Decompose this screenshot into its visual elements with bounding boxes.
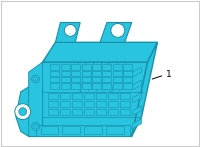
Polygon shape <box>100 22 132 42</box>
Polygon shape <box>92 64 101 70</box>
Polygon shape <box>96 109 106 115</box>
Circle shape <box>111 24 125 37</box>
Polygon shape <box>82 77 91 82</box>
Polygon shape <box>72 101 82 107</box>
Polygon shape <box>92 77 101 82</box>
Polygon shape <box>123 64 132 70</box>
Polygon shape <box>48 93 58 99</box>
Polygon shape <box>123 83 132 89</box>
Polygon shape <box>92 71 101 76</box>
Polygon shape <box>120 109 130 115</box>
Polygon shape <box>133 106 142 116</box>
Polygon shape <box>16 87 43 136</box>
Polygon shape <box>61 83 70 89</box>
Polygon shape <box>36 125 130 136</box>
Polygon shape <box>48 101 58 107</box>
Polygon shape <box>113 64 122 70</box>
Circle shape <box>32 75 40 83</box>
Polygon shape <box>108 101 118 107</box>
Polygon shape <box>82 83 91 89</box>
Circle shape <box>19 108 27 116</box>
Polygon shape <box>60 109 70 115</box>
Polygon shape <box>96 101 106 107</box>
Polygon shape <box>55 22 80 42</box>
Text: 1: 1 <box>166 70 172 80</box>
Polygon shape <box>72 109 82 115</box>
Polygon shape <box>102 77 111 82</box>
Polygon shape <box>82 71 91 76</box>
Polygon shape <box>50 64 59 70</box>
Polygon shape <box>133 80 142 90</box>
Polygon shape <box>96 93 106 99</box>
Polygon shape <box>61 64 70 70</box>
Polygon shape <box>120 93 130 99</box>
Polygon shape <box>133 67 142 77</box>
Circle shape <box>15 104 31 120</box>
Polygon shape <box>102 64 111 70</box>
Polygon shape <box>29 62 148 136</box>
Polygon shape <box>113 77 122 82</box>
Polygon shape <box>132 42 157 136</box>
Polygon shape <box>84 109 94 115</box>
Circle shape <box>32 123 40 130</box>
Polygon shape <box>123 71 132 76</box>
Polygon shape <box>29 62 43 136</box>
Polygon shape <box>102 71 111 76</box>
Polygon shape <box>72 93 82 99</box>
Polygon shape <box>62 127 80 134</box>
Polygon shape <box>102 83 111 89</box>
Polygon shape <box>106 127 124 134</box>
Polygon shape <box>113 83 122 89</box>
Polygon shape <box>133 93 142 103</box>
Circle shape <box>64 24 76 36</box>
Polygon shape <box>71 77 80 82</box>
Polygon shape <box>71 71 80 76</box>
Polygon shape <box>50 83 59 89</box>
Polygon shape <box>92 83 101 89</box>
Polygon shape <box>123 77 132 82</box>
Polygon shape <box>48 109 58 115</box>
Polygon shape <box>84 101 94 107</box>
Circle shape <box>34 125 38 128</box>
Polygon shape <box>61 71 70 76</box>
Polygon shape <box>71 64 80 70</box>
Polygon shape <box>108 93 118 99</box>
Polygon shape <box>84 127 102 134</box>
Polygon shape <box>82 64 91 70</box>
Polygon shape <box>120 101 130 107</box>
Circle shape <box>34 77 38 81</box>
Polygon shape <box>133 119 142 128</box>
Polygon shape <box>43 42 157 62</box>
Polygon shape <box>60 101 70 107</box>
Polygon shape <box>50 71 59 76</box>
Polygon shape <box>60 93 70 99</box>
Polygon shape <box>71 83 80 89</box>
Polygon shape <box>113 71 122 76</box>
Polygon shape <box>108 109 118 115</box>
Polygon shape <box>50 77 59 82</box>
Polygon shape <box>41 127 58 134</box>
Polygon shape <box>84 93 94 99</box>
Polygon shape <box>61 77 70 82</box>
